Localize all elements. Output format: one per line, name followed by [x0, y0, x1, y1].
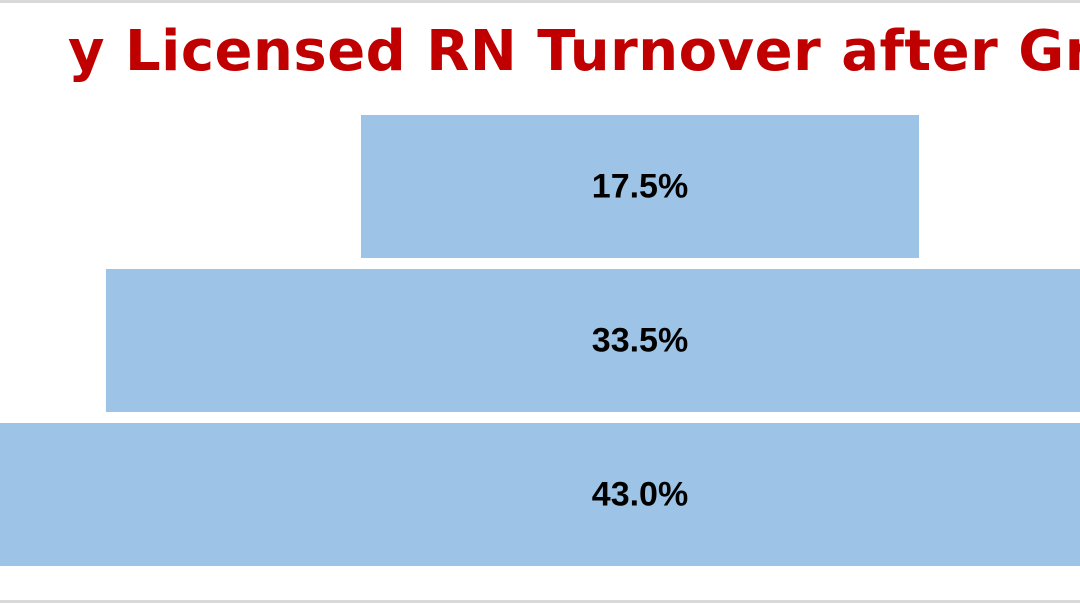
top-divider [0, 0, 1080, 3]
funnel-bar-1 [361, 115, 919, 258]
bar-value-label-2: 33.5% [592, 322, 688, 360]
funnel-bar-2 [105, 269, 1080, 412]
bar-value-label-3: 43.0% [592, 476, 688, 514]
chart-title: y Licensed RN Turnover after Gradu [67, 19, 1080, 84]
bar-value-label-1: 17.5% [592, 168, 688, 206]
funnel-bar-3 [0, 423, 1080, 566]
bottom-divider [0, 600, 1080, 603]
